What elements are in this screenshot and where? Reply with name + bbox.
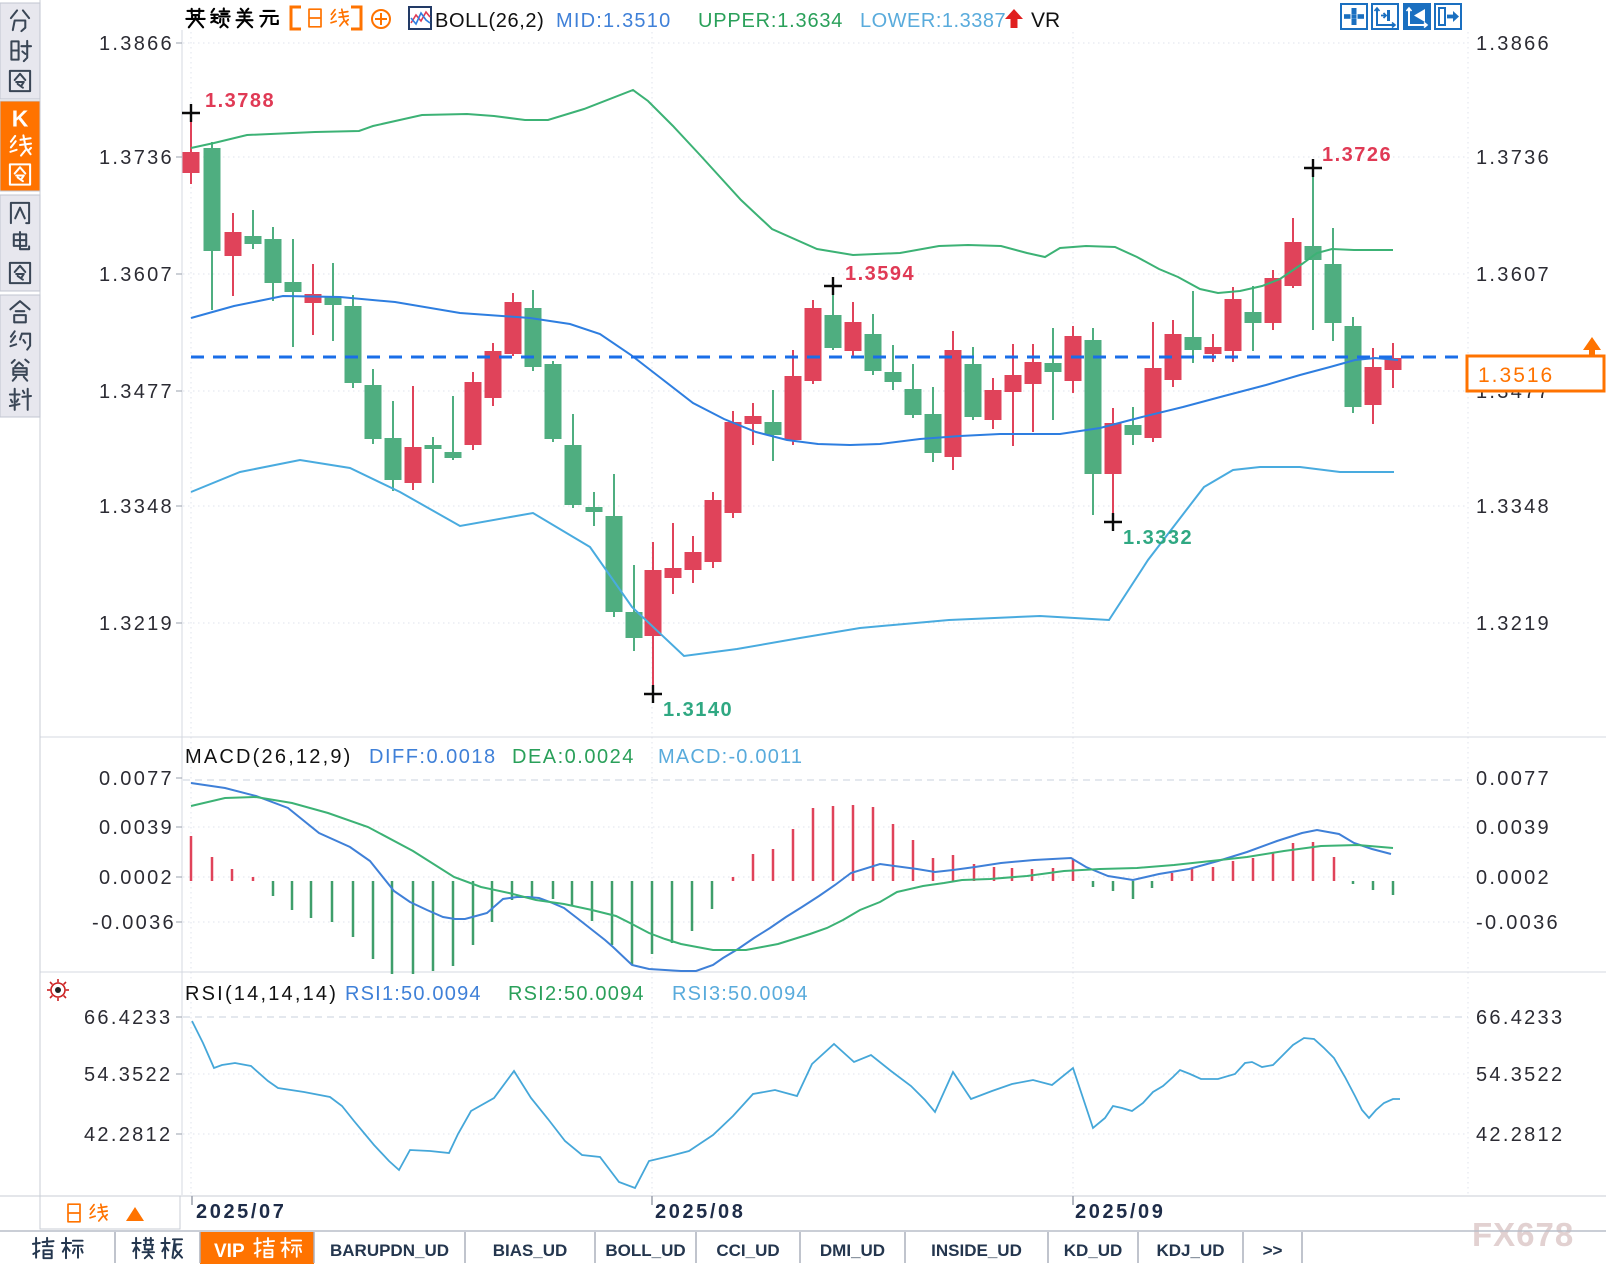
- svg-text:LOWER:1.3387: LOWER:1.3387: [860, 10, 1006, 32]
- svg-text:RSI(14,14,14): RSI(14,14,14): [185, 983, 338, 1005]
- svg-text:1.3788: 1.3788: [205, 90, 275, 112]
- svg-text:BIAS_UD: BIAS_UD: [493, 1241, 568, 1260]
- svg-text:0.0039: 0.0039: [1476, 817, 1551, 839]
- svg-text:1.3219: 1.3219: [99, 613, 174, 635]
- svg-text:1.3736: 1.3736: [99, 147, 174, 169]
- svg-text:BOLL_UD: BOLL_UD: [605, 1241, 685, 1260]
- svg-text:VIP: VIP: [214, 1241, 245, 1262]
- svg-text:1.3348: 1.3348: [99, 496, 174, 518]
- svg-text:1.3866: 1.3866: [1476, 33, 1551, 55]
- svg-text:1.3607: 1.3607: [99, 264, 174, 286]
- svg-text:1.3332: 1.3332: [1123, 527, 1193, 549]
- svg-text:BARUPDN_UD: BARUPDN_UD: [330, 1241, 449, 1260]
- svg-text:54.3522: 54.3522: [1476, 1064, 1564, 1086]
- svg-text:VR: VR: [1031, 9, 1060, 32]
- svg-text:1.3736: 1.3736: [1476, 147, 1551, 169]
- svg-text:0.0002: 0.0002: [99, 867, 174, 889]
- svg-text:1.3607: 1.3607: [1476, 264, 1551, 286]
- svg-text:INSIDE_UD: INSIDE_UD: [931, 1241, 1022, 1260]
- svg-text:>>: >>: [1263, 1241, 1283, 1260]
- svg-text:1.3477: 1.3477: [99, 381, 174, 403]
- svg-text:2025/07: 2025/07: [196, 1201, 287, 1223]
- svg-text:0.0002: 0.0002: [1476, 867, 1551, 889]
- svg-text:1.3594: 1.3594: [845, 263, 915, 285]
- svg-text:CCI_UD: CCI_UD: [716, 1241, 779, 1260]
- svg-text:1.3140: 1.3140: [663, 699, 733, 721]
- svg-text:KDJ_UD: KDJ_UD: [1156, 1241, 1224, 1260]
- svg-text:1.3866: 1.3866: [99, 33, 174, 55]
- svg-text:2025/08: 2025/08: [655, 1201, 746, 1223]
- svg-text:0.0077: 0.0077: [1476, 768, 1551, 790]
- svg-text:UPPER:1.3634: UPPER:1.3634: [698, 10, 843, 32]
- svg-text:0.0077: 0.0077: [99, 768, 174, 790]
- svg-text:1.3726: 1.3726: [1322, 144, 1392, 166]
- svg-text:RSI2:50.0094: RSI2:50.0094: [508, 983, 645, 1005]
- svg-text:1.3516: 1.3516: [1478, 364, 1554, 387]
- svg-text:42.2812: 42.2812: [1476, 1124, 1564, 1146]
- svg-text:1.3219: 1.3219: [1476, 613, 1551, 635]
- svg-text:KD_UD: KD_UD: [1064, 1241, 1123, 1260]
- svg-text:DIFF:0.0018: DIFF:0.0018: [369, 746, 497, 768]
- svg-text:RSI1:50.0094: RSI1:50.0094: [345, 983, 482, 1005]
- svg-text:42.2812: 42.2812: [84, 1124, 172, 1146]
- svg-text:RSI3:50.0094: RSI3:50.0094: [672, 983, 809, 1005]
- svg-text:DEA:0.0024: DEA:0.0024: [512, 746, 635, 768]
- svg-text:1.3348: 1.3348: [1476, 496, 1551, 518]
- svg-text:2025/09: 2025/09: [1075, 1201, 1166, 1223]
- svg-text:66.4233: 66.4233: [1476, 1007, 1564, 1029]
- svg-text:MACD:-0.0011: MACD:-0.0011: [658, 746, 803, 768]
- svg-text:BOLL(26,2): BOLL(26,2): [435, 10, 544, 32]
- svg-text:MACD(26,12,9): MACD(26,12,9): [185, 746, 353, 768]
- svg-text:66.4233: 66.4233: [84, 1007, 172, 1029]
- svg-text:MID:1.3510: MID:1.3510: [556, 10, 671, 32]
- svg-text:FX678: FX678: [1472, 1216, 1574, 1253]
- svg-text:54.3522: 54.3522: [84, 1064, 172, 1086]
- svg-text:0.0039: 0.0039: [99, 817, 174, 839]
- svg-text:-0.0036: -0.0036: [92, 912, 176, 934]
- svg-text:DMI_UD: DMI_UD: [820, 1241, 885, 1260]
- svg-text:K: K: [12, 106, 29, 132]
- svg-text:-0.0036: -0.0036: [1476, 912, 1560, 934]
